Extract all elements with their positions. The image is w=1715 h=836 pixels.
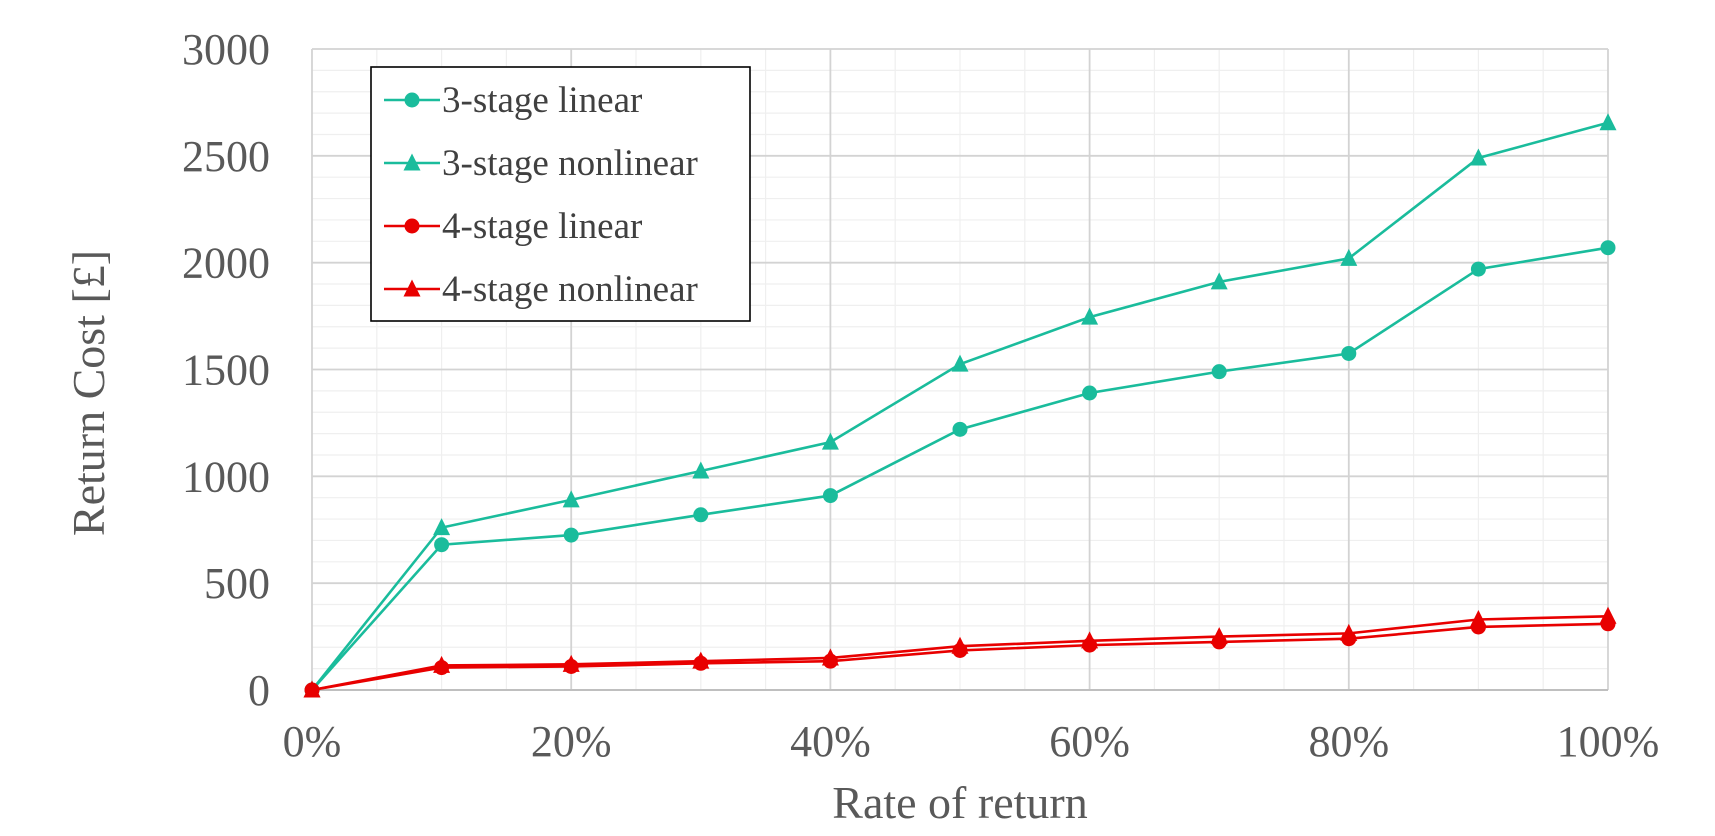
legend-label: 4-stage nonlinear <box>442 269 698 310</box>
data-point-3-stage-nonlinear <box>1340 248 1358 266</box>
x-axis-title: Rate of return <box>832 777 1087 828</box>
data-point-3-stage-nonlinear <box>1081 307 1099 325</box>
data-point-3-stage-nonlinear <box>821 432 839 450</box>
data-point-3-stage-linear <box>434 537 450 553</box>
x-tick-label: 80% <box>1308 717 1389 766</box>
series-4-stage-nonlinear <box>303 606 1617 698</box>
legend-swatch-marker <box>403 279 421 297</box>
data-point-3-stage-nonlinear <box>433 518 451 536</box>
legend-swatch-marker <box>403 153 421 171</box>
series-3-stage-nonlinear <box>303 113 1617 698</box>
y-tick-label: 2500 <box>182 132 270 181</box>
data-point-3-stage-nonlinear <box>951 354 969 372</box>
data-point-4-stage-nonlinear <box>692 651 710 669</box>
legend-swatch-marker <box>404 92 420 108</box>
data-point-4-stage-nonlinear <box>951 636 969 654</box>
data-point-3-stage-linear <box>952 421 968 437</box>
x-tick-label: 60% <box>1049 717 1130 766</box>
data-point-3-stage-linear <box>1082 385 1098 401</box>
legend-entry: 3-stage nonlinear <box>384 143 698 184</box>
data-point-3-stage-nonlinear <box>692 461 710 479</box>
data-point-3-stage-linear <box>1341 345 1357 361</box>
legend-label: 4-stage linear <box>442 206 642 247</box>
data-point-4-stage-nonlinear <box>1469 609 1487 627</box>
y-tick-label: 0 <box>248 666 270 715</box>
y-tick-label: 500 <box>204 559 270 608</box>
data-point-4-stage-nonlinear <box>562 654 580 672</box>
legend-entry: 4-stage nonlinear <box>384 269 698 310</box>
legend-label: 3-stage nonlinear <box>442 143 698 184</box>
data-point-4-stage-nonlinear <box>433 655 451 673</box>
data-point-4-stage-nonlinear <box>821 648 839 666</box>
data-point-3-stage-nonlinear <box>1599 113 1617 131</box>
data-point-3-stage-linear <box>1211 364 1227 380</box>
data-point-3-stage-linear <box>563 527 579 543</box>
data-point-3-stage-linear <box>1600 240 1616 256</box>
legend-box <box>370 66 751 322</box>
x-tick-labels: 0% 20% 40% 60% 80% 100% <box>283 717 1660 766</box>
data-point-4-stage-nonlinear <box>1081 631 1099 649</box>
x-tick-label: 0% <box>283 717 342 766</box>
data-point-4-stage-nonlinear <box>1340 623 1358 641</box>
y-tick-label: 1000 <box>182 452 270 501</box>
x-tick-label: 100% <box>1557 717 1660 766</box>
legend-swatch-marker <box>404 218 420 234</box>
y-tick-labels: 0 500 1000 1500 2000 2500 3000 <box>182 25 270 715</box>
legend-label: 3-stage linear <box>442 80 642 121</box>
legend-entry: 4-stage linear <box>384 206 642 247</box>
data-point-3-stage-nonlinear <box>1210 272 1228 290</box>
data-point-4-stage-nonlinear <box>303 680 321 698</box>
data-point-4-stage-nonlinear <box>1210 627 1228 645</box>
legend-entry: 3-stage linear <box>384 80 642 121</box>
data-point-4-stage-nonlinear <box>1599 606 1617 624</box>
data-point-3-stage-linear <box>1470 261 1486 277</box>
data-point-3-stage-nonlinear <box>1469 148 1487 166</box>
data-point-3-stage-linear <box>822 488 838 504</box>
x-tick-label: 20% <box>531 717 612 766</box>
y-tick-label: 1500 <box>182 346 270 395</box>
data-point-3-stage-nonlinear <box>562 490 580 508</box>
series-lines <box>303 113 1617 698</box>
x-tick-label: 40% <box>790 717 871 766</box>
legend: 3-stage linear 3-stage nonlinear 4-stage l… <box>370 66 751 322</box>
y-tick-label: 2000 <box>182 239 270 288</box>
y-tick-label: 3000 <box>182 25 270 74</box>
y-axis-title: Return Cost [£] <box>63 250 114 536</box>
data-point-3-stage-linear <box>693 507 709 523</box>
